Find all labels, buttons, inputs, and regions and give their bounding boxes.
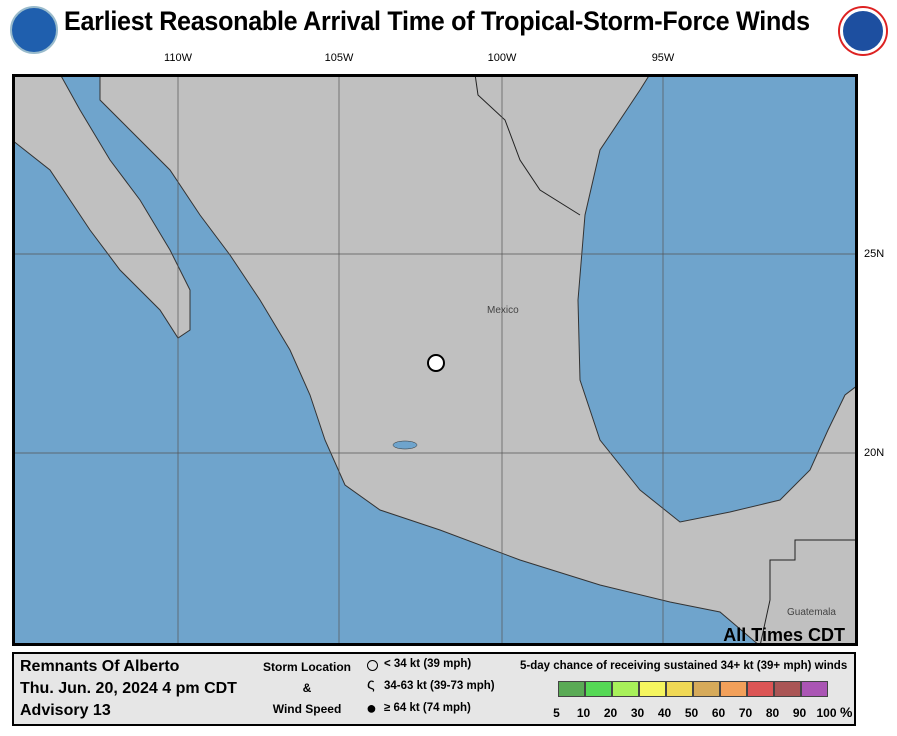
colorbar-tick-label: 60 bbox=[711, 706, 726, 720]
wind-category-low: < 34 kt (39 mph) bbox=[384, 658, 472, 670]
wind-category-ts: 34-63 kt (39-73 mph) bbox=[384, 680, 495, 692]
times-note: All Times CDT bbox=[723, 625, 845, 645]
wind-speed-label: Wind Speed bbox=[272, 702, 342, 716]
colorbar-tick-label: 100 bbox=[816, 706, 837, 720]
colorbar-tick-label: 10 bbox=[576, 706, 591, 720]
colorbar-swatch bbox=[693, 681, 720, 697]
legend-panel: Remnants Of Alberto Thu. Jun. 20, 2024 4… bbox=[12, 652, 856, 726]
colorbar-tick-label: 5 bbox=[553, 706, 560, 720]
colorbar-swatch bbox=[639, 681, 666, 697]
colorbar-swatch bbox=[558, 681, 585, 697]
noaa-logo bbox=[10, 6, 58, 54]
storm-location-label: Storm Location bbox=[262, 660, 351, 674]
lon-label-95w: 95W bbox=[651, 52, 675, 64]
colorbar-tick-label: 50 bbox=[684, 706, 699, 720]
colorbar-swatch bbox=[720, 681, 747, 697]
gridlines bbox=[15, 77, 855, 643]
lon-label-110w: 110W bbox=[164, 52, 192, 64]
nws-logo bbox=[840, 8, 886, 54]
us-mexico-border bbox=[474, 77, 581, 216]
lat-label-25n: 25N bbox=[864, 248, 885, 260]
probability-colorbar bbox=[558, 681, 828, 697]
probability-ticks: 5 10 20 30 40 50 60 70 80 90 100% bbox=[543, 704, 852, 720]
colorbar-swatch bbox=[585, 681, 612, 697]
mainland bbox=[99, 77, 855, 643]
colorbar-tick-label: 80 bbox=[765, 706, 780, 720]
percent-sign: % bbox=[840, 704, 853, 720]
probability-title: 5-day chance of receiving sustained 34+ … bbox=[520, 660, 848, 672]
storm-name: Remnants Of Alberto bbox=[20, 658, 180, 675]
label-guatemala: Guatemala bbox=[787, 607, 836, 618]
baja-california bbox=[15, 77, 191, 339]
lon-label-100w: 100W bbox=[487, 52, 517, 64]
colorbar-tick-label: 20 bbox=[603, 706, 618, 720]
colorbar-swatch bbox=[801, 681, 828, 697]
colorbar-tick-label: 90 bbox=[792, 706, 807, 720]
ampersand: & bbox=[302, 681, 312, 695]
wind-category-hurricane: ≥ 64 kt (74 mph) bbox=[384, 702, 471, 714]
page-title: Earliest Reasonable Arrival Time of Trop… bbox=[64, 6, 810, 36]
guatemala-border bbox=[760, 539, 855, 643]
open-circle-icon bbox=[367, 660, 378, 671]
colorbar-tick-label: 40 bbox=[657, 706, 672, 720]
map[interactable]: Mexico Guatemala All Times CDT bbox=[12, 74, 858, 646]
label-mexico: Mexico bbox=[487, 305, 519, 316]
colorbar-tick-label: 70 bbox=[738, 706, 753, 720]
storm-location-marker bbox=[427, 354, 445, 372]
advisory-datetime: Thu. Jun. 20, 2024 4 pm CDT bbox=[20, 680, 237, 697]
colorbar-swatch bbox=[774, 681, 801, 697]
colorbar-swatch bbox=[612, 681, 639, 697]
tropical-storm-icon: ς bbox=[367, 676, 375, 693]
lake-chapala bbox=[392, 440, 418, 450]
colorbar-swatch bbox=[747, 681, 774, 697]
colorbar-tick-label: 30 bbox=[630, 706, 645, 720]
lon-label-105w: 105W bbox=[324, 52, 354, 64]
hurricane-icon: ● bbox=[366, 698, 377, 718]
lat-label-20n: 20N bbox=[864, 447, 885, 459]
colorbar-swatch bbox=[666, 681, 693, 697]
advisory-number: Advisory 13 bbox=[20, 702, 111, 719]
